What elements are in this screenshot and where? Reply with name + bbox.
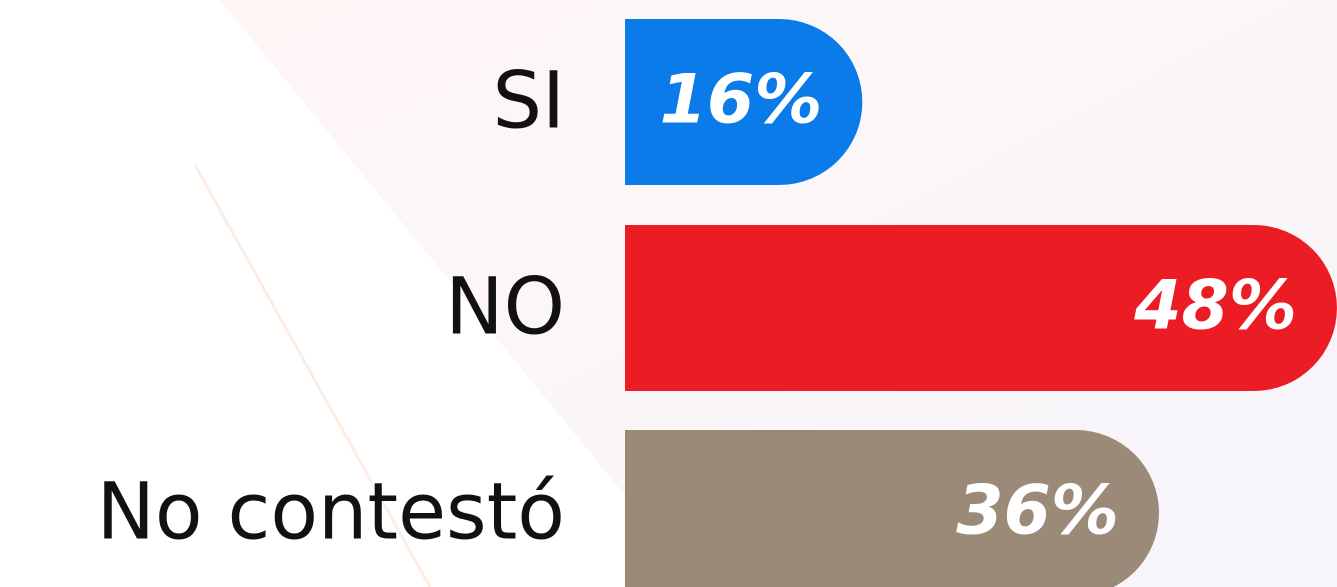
bars: SI 16% NO 48% No contestó 36% <box>97 19 1337 587</box>
bar <box>625 225 1337 391</box>
bar <box>625 19 863 185</box>
category-label: No contestó <box>97 467 565 557</box>
value-label: 36% <box>956 472 1119 551</box>
bar <box>625 430 1159 587</box>
value-label: 48% <box>1133 267 1297 346</box>
background-line <box>193 164 432 587</box>
category-label: NO <box>445 262 565 352</box>
category-label: SI <box>492 56 565 146</box>
value-label: 16% <box>660 61 823 140</box>
